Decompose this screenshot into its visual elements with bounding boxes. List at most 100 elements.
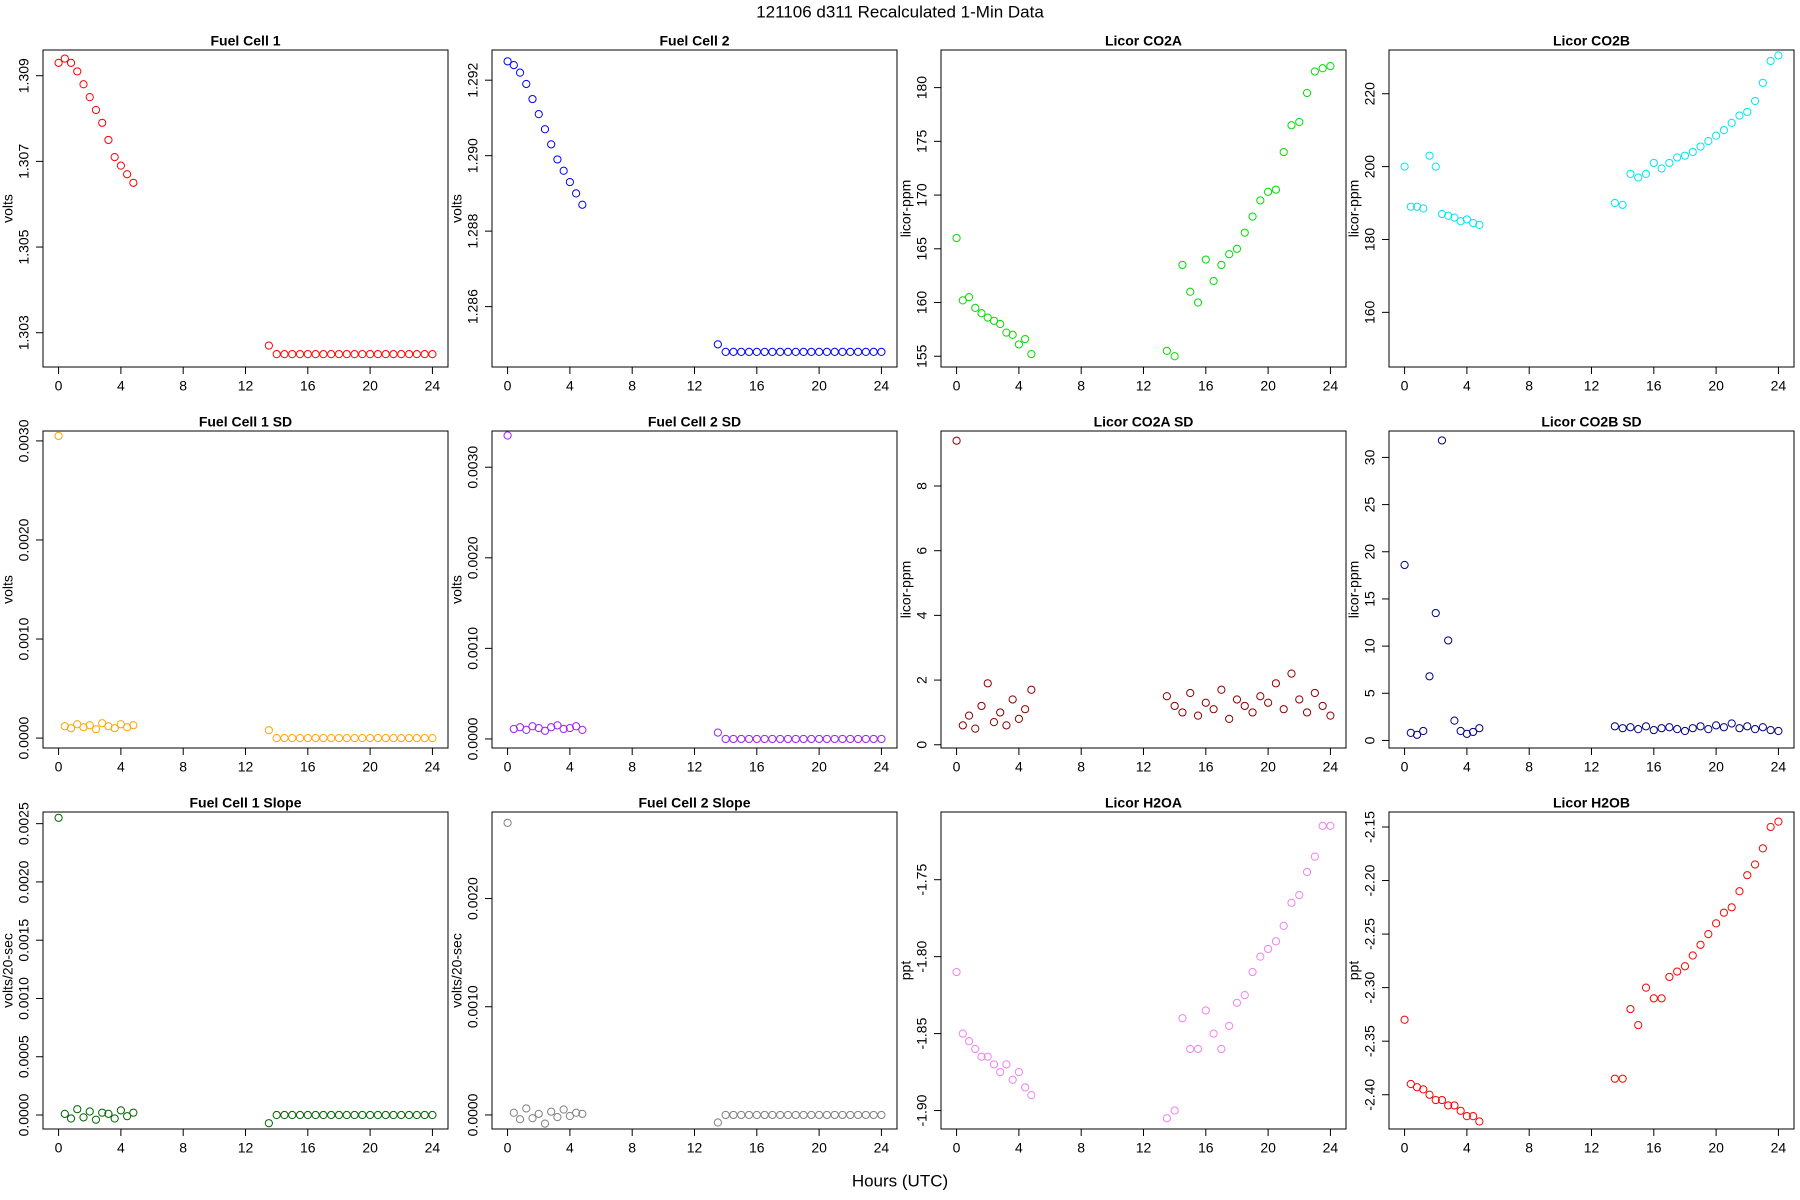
point <box>983 679 992 688</box>
point <box>503 57 512 66</box>
panel-title: Licor H2OB <box>1553 795 1630 811</box>
y-tick-label: -1.75 <box>914 864 930 896</box>
point <box>104 1109 113 1118</box>
x-tick-label: 8 <box>628 1140 636 1156</box>
point <box>799 347 808 357</box>
point <box>1256 952 1265 961</box>
point <box>729 734 738 744</box>
point <box>1431 1095 1440 1105</box>
x-tick-label: 24 <box>1323 1140 1339 1156</box>
point <box>1610 722 1619 731</box>
point <box>1400 162 1409 171</box>
point <box>964 293 974 302</box>
point <box>744 1110 754 1120</box>
point <box>971 303 980 312</box>
point <box>1712 721 1721 730</box>
point <box>830 734 839 744</box>
x-tick-label: 12 <box>1136 378 1152 394</box>
point <box>971 724 980 733</box>
x-tick-label: 4 <box>117 378 125 394</box>
x-tick-label: 0 <box>504 1140 512 1156</box>
x-tick-label: 4 <box>566 1140 574 1156</box>
point <box>1450 1101 1459 1110</box>
point <box>1618 724 1627 733</box>
x-tick-label: 8 <box>628 378 636 394</box>
point <box>1310 688 1319 698</box>
point <box>79 1113 88 1122</box>
x-tick-label: 0 <box>504 378 512 394</box>
point <box>350 1110 359 1120</box>
y-tick-label: -2.35 <box>1362 1025 1378 1057</box>
point <box>1727 903 1736 912</box>
point <box>1406 1079 1415 1089</box>
y-tick-label: 1.292 <box>465 62 481 97</box>
point <box>1279 921 1288 930</box>
point <box>123 170 132 179</box>
x-tick-label: 8 <box>1077 759 1085 775</box>
point <box>877 1110 886 1120</box>
x-tick-label: 24 <box>874 759 890 775</box>
point <box>1719 723 1729 732</box>
point <box>1400 1015 1409 1024</box>
x-tick-label: 4 <box>1463 378 1471 394</box>
point <box>311 1110 320 1120</box>
point <box>861 347 870 357</box>
point <box>1437 436 1447 445</box>
point <box>54 58 63 67</box>
x-tick-label: 12 <box>1584 1140 1600 1156</box>
x-tick-label: 16 <box>749 378 765 394</box>
point <box>952 967 961 977</box>
point <box>578 200 587 209</box>
x-tick-label: 20 <box>811 1140 827 1156</box>
point <box>264 1119 273 1128</box>
point <box>373 1110 383 1120</box>
point <box>1002 1060 1011 1069</box>
y-axis-label: licor-ppm <box>1346 180 1362 238</box>
x-tick-label: 4 <box>1015 759 1023 775</box>
point <box>1649 994 1658 1003</box>
point <box>768 1110 777 1120</box>
x-tick-label: 4 <box>1463 759 1471 775</box>
x-tick-label: 12 <box>238 759 254 775</box>
point <box>522 1104 531 1113</box>
point <box>509 1108 518 1117</box>
x-tick-label: 0 <box>55 378 63 394</box>
point <box>104 135 113 145</box>
point <box>1186 287 1195 296</box>
point <box>1704 929 1713 939</box>
y-tick-label: 20 <box>1362 544 1378 560</box>
y-axis-label: ppt <box>1346 961 1362 981</box>
point <box>373 350 383 359</box>
x-tick-label: 24 <box>425 378 441 394</box>
point <box>91 1115 101 1124</box>
x-tick-label: 16 <box>1198 759 1214 775</box>
point <box>540 1119 550 1128</box>
y-tick-label: 4 <box>914 611 930 619</box>
y-tick-label: 170 <box>914 183 930 207</box>
x-tick-label: 24 <box>425 1140 441 1156</box>
point <box>280 1110 289 1120</box>
point <box>1400 560 1409 570</box>
point <box>752 734 761 744</box>
point <box>1626 169 1635 178</box>
point <box>1673 725 1682 734</box>
point <box>1618 200 1627 209</box>
point <box>729 1110 738 1120</box>
point <box>1264 944 1273 954</box>
x-tick-label: 16 <box>1198 1140 1214 1156</box>
point <box>1170 352 1179 361</box>
point <box>319 1110 328 1120</box>
point <box>358 733 367 743</box>
point <box>989 316 999 325</box>
point <box>342 733 351 743</box>
point <box>861 734 870 744</box>
point <box>1002 721 1011 730</box>
point <box>534 1109 543 1118</box>
point <box>311 350 320 359</box>
point <box>553 155 562 164</box>
y-axis-label: volts <box>0 575 16 604</box>
y-tick-label: -2.25 <box>1362 918 1378 950</box>
y-tick-label: 0 <box>914 741 930 749</box>
point <box>1774 726 1783 736</box>
